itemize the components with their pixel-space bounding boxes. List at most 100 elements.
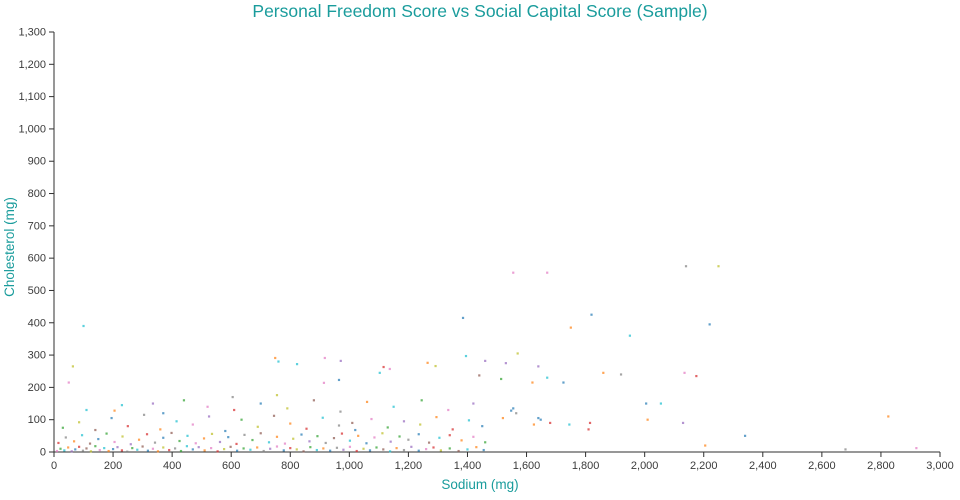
x-axis-title: Sodium (mg) [441, 477, 518, 492]
scatter-point [120, 449, 124, 452]
scatter-point [439, 449, 442, 452]
scatter-point [251, 438, 254, 442]
scatter-point [351, 421, 354, 425]
scatter-point [417, 433, 420, 436]
scatter-point [451, 428, 454, 431]
scatter-point [407, 438, 410, 441]
y-tick-label: 1,000 [18, 123, 46, 135]
scatter-point [481, 425, 484, 428]
scatter-point [743, 434, 747, 437]
scatter-point [419, 423, 422, 426]
scatter-point [322, 447, 325, 450]
scatter-point [121, 435, 124, 438]
x-tick-label: 2,600 [808, 460, 836, 472]
scatter-point [185, 445, 188, 448]
scatter-point [309, 446, 312, 449]
scatter-point [289, 422, 292, 425]
scatter-point [179, 449, 183, 453]
x-tick-label: 1,400 [454, 460, 482, 472]
x-tick-label: 3,000 [926, 460, 954, 472]
scatter-point [448, 434, 451, 437]
scatter-point [355, 449, 358, 453]
scatter-point [286, 407, 289, 410]
scatter-point [339, 359, 342, 362]
scatter-point [461, 316, 465, 320]
chart-title: Personal Freedom Score vs Social Capital… [252, 1, 707, 21]
scatter-point [378, 371, 381, 374]
scatter-point [373, 436, 376, 439]
x-tick-label: 1,200 [395, 460, 423, 472]
scatter-point [457, 449, 460, 453]
scatter-point [342, 448, 345, 451]
scatter-point [312, 399, 315, 402]
scatter-point [339, 410, 342, 413]
x-tick-label: 1,600 [513, 460, 541, 472]
scatter-point [191, 423, 194, 426]
x-tick-label: 1,000 [336, 460, 364, 472]
scatter-point [515, 412, 518, 415]
x-tick-label: 2,200 [690, 460, 718, 472]
scatter-point [141, 445, 144, 448]
scatter-point [402, 448, 406, 452]
scatter-point [277, 360, 280, 363]
scatter-point [129, 443, 132, 446]
scatter-point [512, 271, 515, 274]
scatter-point [186, 434, 189, 437]
scatter-point [162, 412, 165, 415]
scatter-point [178, 439, 181, 443]
scatter-point [549, 421, 552, 425]
scatter-point [329, 449, 332, 452]
scatter-point [153, 441, 157, 444]
scatter-point [512, 407, 515, 410]
scatter-point [233, 408, 236, 412]
scatter-point [426, 361, 429, 364]
scatter-point [478, 374, 481, 377]
scatter-point [590, 313, 593, 316]
scatter-point [142, 413, 146, 416]
scatter-point [146, 449, 150, 452]
scatter-point [57, 441, 60, 445]
scatter-point [191, 448, 194, 451]
scatter-point [588, 421, 592, 425]
scatter-point [302, 450, 305, 453]
y-tick-label: 0 [40, 447, 46, 459]
scatter-point [354, 428, 357, 432]
scatter-point [887, 415, 890, 418]
scatter-point [717, 265, 720, 268]
scatter-point [110, 416, 113, 420]
scatter-point [94, 428, 97, 432]
scatter-point [432, 446, 435, 449]
scatter-point [173, 447, 177, 450]
scatter-point [67, 446, 70, 449]
scatter-point [210, 447, 213, 450]
scatter-point [59, 447, 62, 450]
scatter-point [103, 447, 106, 450]
scatter-point [175, 420, 178, 423]
scatter-point [539, 418, 542, 421]
scatter-point [695, 374, 698, 378]
scatter-point [389, 440, 392, 443]
scatter-point [107, 449, 110, 453]
scatter-point [532, 423, 536, 426]
scatter-point [467, 419, 471, 422]
scatter-point [388, 450, 392, 453]
scatter-point [111, 447, 115, 451]
scatter-point [243, 433, 246, 436]
scatter-point [64, 436, 67, 439]
scatter-point [708, 323, 711, 326]
scatter-point [292, 437, 295, 440]
scatter-point [275, 445, 279, 448]
scatter-point [370, 417, 373, 421]
y-tick-label: 200 [28, 382, 46, 394]
scatter-point [78, 421, 81, 424]
scatter-point [382, 448, 385, 451]
scatter-point [216, 450, 219, 453]
scatter-point [194, 442, 197, 445]
scatter-point [256, 446, 259, 449]
scatter-point [546, 376, 549, 379]
scatter-point [70, 450, 73, 453]
scatter-point [97, 437, 100, 441]
scatter-point [546, 271, 549, 274]
scatter-point [105, 432, 108, 435]
